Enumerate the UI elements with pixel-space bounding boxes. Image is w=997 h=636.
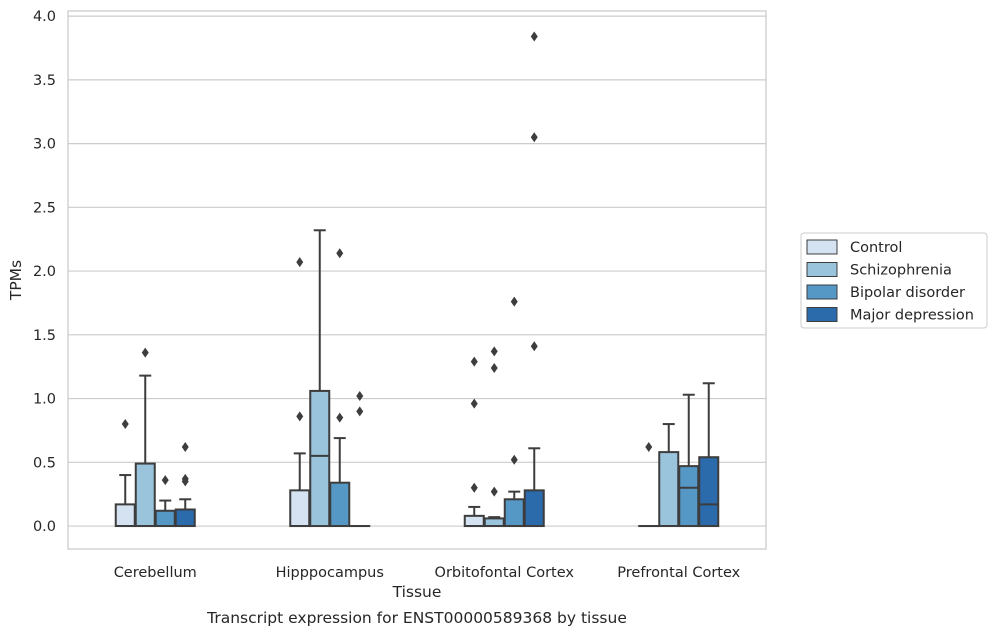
box-body — [483, 517, 505, 528]
y-tick-label: 2.0 — [33, 264, 56, 280]
outlier-marker — [336, 248, 344, 259]
outlier-marker — [336, 412, 344, 423]
legend-frame — [800, 232, 988, 329]
legend-label: Control — [850, 240, 902, 256]
legend-item: Bipolar disorder — [806, 284, 965, 301]
box-body — [503, 498, 525, 528]
box-2-0 — [463, 356, 485, 528]
box-body — [698, 456, 720, 528]
legend-swatch — [806, 239, 838, 255]
chart-caption: Transcript expression for ENST0000058936… — [206, 609, 627, 627]
legend-label: Bipolar disorder — [850, 285, 965, 301]
outlier-marker — [490, 486, 498, 497]
box-body — [289, 489, 311, 528]
x-tick-label: Prefrontal Cortex — [617, 565, 740, 581]
box-body — [154, 509, 176, 528]
outlier-marker — [356, 391, 364, 402]
x-tick-label: Cerebellum — [114, 565, 197, 581]
y-axis-title: TPMs — [7, 260, 25, 301]
legend-item: Schizophrenia — [806, 262, 952, 279]
box-body — [329, 481, 351, 528]
outlier-marker — [356, 406, 364, 417]
box-body — [174, 508, 196, 528]
outlier-marker — [296, 257, 304, 268]
outlier-marker — [530, 31, 538, 42]
plot-area-frame — [67, 10, 767, 550]
box-1-3 — [349, 391, 371, 528]
outlier-marker — [161, 475, 169, 486]
outlier-marker — [181, 442, 189, 453]
outlier-marker — [510, 296, 518, 307]
legend-swatch — [806, 307, 838, 322]
y-tick-label: 4.0 — [33, 9, 56, 25]
box-groups — [114, 31, 720, 528]
legend-label: Schizophrenia — [850, 263, 952, 279]
outlier-marker — [490, 346, 498, 357]
legend-label: Major depression — [850, 308, 974, 324]
box-1-1 — [309, 229, 331, 528]
outlier-marker — [530, 341, 538, 352]
outlier-marker — [470, 356, 478, 367]
box-1-0 — [289, 257, 311, 528]
legend-swatch — [806, 262, 838, 277]
box-body — [678, 465, 700, 528]
box-0-1 — [134, 347, 156, 528]
outlier-marker — [510, 454, 518, 465]
y-tick-label: 3.5 — [33, 73, 56, 89]
y-tick-label: 1.5 — [33, 328, 56, 344]
legend: Control Schizophrenia Bipolar disorder Majo… — [800, 232, 988, 329]
y-tick-label: 0.5 — [33, 455, 56, 471]
box-3-3 — [698, 382, 720, 528]
x-axis-title: Tissue — [392, 583, 442, 601]
outlier-marker — [470, 482, 478, 493]
box-body — [114, 503, 136, 528]
outlier-marker — [121, 419, 129, 430]
legend-item: Control — [806, 239, 902, 256]
box-2-1 — [483, 346, 505, 528]
box-1-2 — [329, 248, 351, 528]
x-axis-ticks: Cerebellum Hipppocampus Orbitofontal Corte… — [114, 565, 741, 581]
box-2-3 — [523, 31, 545, 528]
outlier-marker — [141, 347, 149, 358]
x-tick-label: Orbitofontal Cortex — [435, 565, 575, 581]
y-axis-ticks: 0.0 0.5 1.0 1.5 2.0 2.5 3.0 3.5 4.0 — [33, 9, 56, 535]
legend-item: Major depression — [806, 307, 974, 324]
y-tick-label: 2.5 — [33, 200, 56, 216]
outlier-marker — [470, 398, 478, 409]
outlier-marker — [490, 362, 498, 373]
box-0-3 — [174, 442, 196, 528]
box-body — [134, 462, 156, 528]
outlier-marker — [181, 473, 189, 484]
box-0-2 — [154, 475, 176, 528]
box-body — [658, 451, 680, 528]
legend-swatch — [806, 284, 838, 300]
outlier-marker — [645, 442, 653, 453]
y-tick-label: 1.0 — [33, 392, 56, 408]
outlier-marker — [530, 132, 538, 143]
box-body — [523, 489, 545, 528]
outlier-marker — [296, 411, 304, 422]
y-tick-label: 0.0 — [33, 519, 56, 535]
box-body — [309, 389, 331, 528]
box-body — [463, 514, 485, 528]
y-tick-label: 3.0 — [33, 137, 56, 153]
x-tick-label: Hipppocampus — [276, 565, 384, 581]
